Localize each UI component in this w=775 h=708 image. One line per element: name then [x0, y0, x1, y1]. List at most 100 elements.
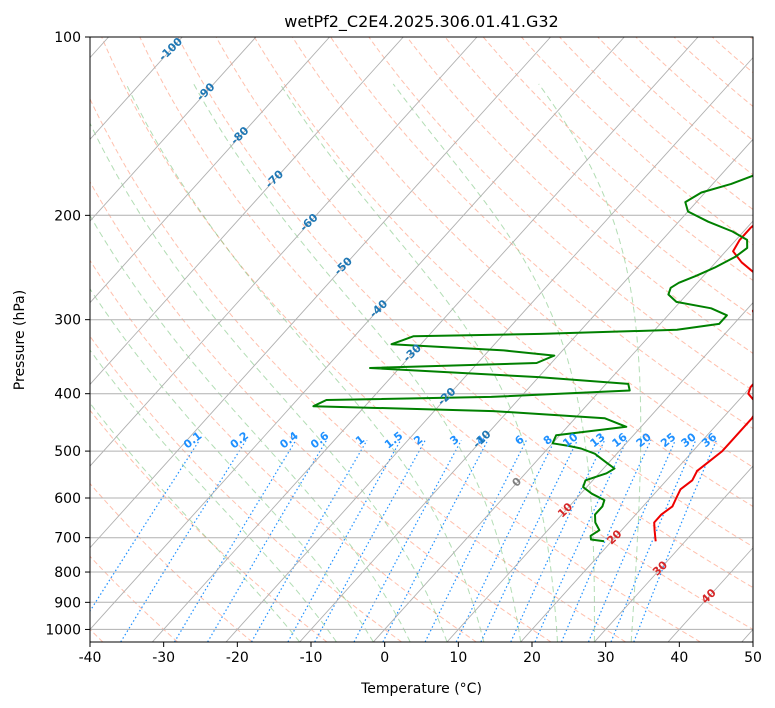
dry-adiabat-line — [90, 335, 402, 642]
dewpoint-profile-line — [312, 174, 753, 543]
mixing-ratio-label: 0.2 — [228, 429, 251, 451]
dry-adiabat-line — [749, 37, 753, 40]
isotherm-line — [299, 138, 753, 642]
grid-lines — [90, 37, 753, 642]
y-tick-label: 500 — [54, 444, 81, 460]
x-tick-label: 50 — [744, 650, 762, 666]
y-tick-label: 1000 — [45, 622, 81, 638]
x-tick-label: -10 — [300, 650, 323, 666]
moist-adiabat-line — [90, 402, 301, 642]
dry-adiabat-line — [215, 37, 753, 548]
mixing-ratio-line — [314, 440, 426, 642]
isotherm-line — [225, 56, 753, 642]
y-tick-label: 100 — [54, 30, 81, 46]
mixing-ratio-label: 36 — [699, 430, 719, 450]
isotherm-line — [90, 37, 478, 467]
y-tick-label: 900 — [54, 595, 81, 611]
chart-title: wetPf2_C2E4.2025.306.01.41.G32 — [284, 12, 558, 32]
isotherm-line — [446, 302, 753, 642]
mixing-ratio-line — [250, 439, 368, 642]
isotherm-line — [741, 628, 753, 642]
dry-adiabat-line — [90, 259, 477, 642]
dry-adiabat-line — [406, 37, 753, 354]
y-axis-label: Pressure (hPa) — [12, 290, 28, 390]
isotherm-line — [667, 547, 753, 642]
moist-adiabat-line — [90, 214, 411, 642]
dry-adiabat-line — [90, 482, 253, 642]
x-axis-label: Temperature (°C) — [360, 681, 482, 697]
y-tick-label: 700 — [54, 531, 81, 547]
moist-adiabat-line — [125, 83, 485, 642]
dry-adiabat-line — [139, 37, 753, 630]
isotherm-line — [90, 37, 257, 222]
dry-adiabat-line — [101, 37, 701, 642]
mixing-ratio-line — [510, 440, 606, 642]
x-tick-label: 0 — [380, 650, 389, 666]
dry-adiabat-line — [482, 37, 753, 282]
dry-adiabat-line — [90, 180, 552, 642]
mixing-ratio-line — [610, 440, 697, 642]
mixing-ratio-label: 1 — [353, 433, 367, 448]
x-tick-label: 30 — [597, 650, 615, 666]
moist-adiabat-line — [193, 83, 522, 642]
dry-adiabat-line — [90, 97, 626, 642]
isotherm-line — [90, 37, 551, 549]
isotherm-line — [90, 37, 404, 386]
isotherm-line — [520, 383, 753, 642]
moist-adiabat-line — [90, 287, 374, 642]
y-tick-label: 200 — [54, 208, 81, 224]
isotherm-line — [593, 465, 753, 642]
moist-adiabat-line — [279, 83, 558, 642]
x-tick-label: -20 — [226, 650, 249, 666]
isotherm-line — [372, 220, 753, 642]
mixing-ratio-line — [382, 440, 489, 642]
x-tick-label: 20 — [523, 650, 541, 666]
temperature-profile-line — [653, 224, 753, 542]
series-layer — [312, 174, 753, 543]
mixing-ratio-label: 3 — [447, 433, 461, 448]
mixing-ratio-label: 16 — [610, 430, 630, 450]
dry-adiabat-line — [597, 37, 753, 176]
moist-adiabat-line — [90, 122, 448, 642]
dry-adiabat-line — [368, 37, 753, 392]
mixing-ratio-label: 1.5 — [382, 429, 405, 451]
dry-adiabat-line — [177, 37, 753, 589]
dry-adiabat-line — [635, 37, 753, 142]
mixing-ratio-line — [424, 440, 527, 642]
dry-adiabat-line — [330, 37, 753, 430]
mixing-ratio-line — [534, 440, 628, 642]
isotherm-line — [90, 37, 330, 304]
x-tick-label: 40 — [670, 650, 688, 666]
mixing-ratio-label: 0.6 — [308, 429, 332, 451]
axes: -40 -30 -20 -10 0 10 20 30 40 50 100 200 300 400 500 60… — [45, 30, 762, 666]
y-tick-label: 400 — [54, 387, 81, 403]
x-tick-label: 10 — [449, 650, 467, 666]
mixing-ratio-line — [173, 439, 297, 642]
dry-adiabat-line — [559, 37, 753, 211]
mixing-ratio-label: 25 — [658, 430, 678, 450]
isotherm-line — [151, 37, 699, 642]
dry-adiabat-line — [673, 37, 753, 108]
mixing-ratio-line — [120, 439, 247, 642]
x-tick-label: -30 — [152, 650, 175, 666]
mixing-ratio-line — [207, 439, 328, 642]
y-tick-label: 800 — [54, 565, 81, 581]
isotherm-line — [90, 37, 625, 631]
mixing-ratio-line — [587, 440, 676, 642]
mixing-ratio-line — [560, 440, 652, 642]
mixing-ratio-label: 2 — [411, 433, 425, 448]
mixing-ratio-line — [353, 440, 462, 642]
mixing-ratio-line — [480, 440, 578, 642]
moist-adiabat-line — [90, 349, 337, 642]
mixing-ratio-label: 20 — [634, 430, 654, 450]
mixing-ratio-line — [633, 440, 717, 642]
moist-adiabat-line — [538, 83, 642, 642]
dry-adiabat-line — [291, 37, 753, 468]
mixing-ratio-label: 8 — [541, 433, 555, 448]
mixing-ratio-label: 13 — [588, 430, 608, 450]
isotherm-line — [90, 37, 183, 141]
y-tick-label: 600 — [54, 491, 81, 507]
mixing-ratio-line — [287, 440, 402, 642]
